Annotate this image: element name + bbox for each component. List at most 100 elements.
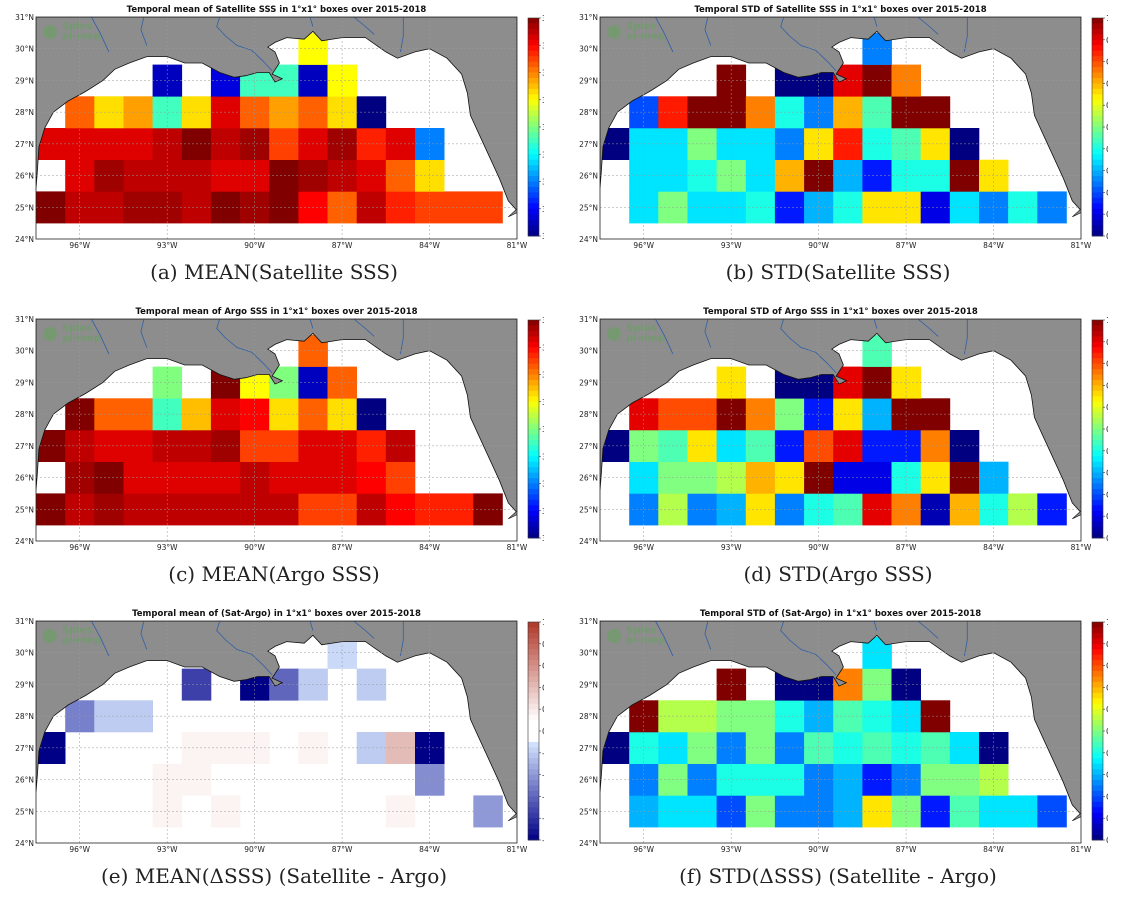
colorbar-segment — [528, 369, 539, 375]
colorbar-segment — [1092, 214, 1103, 221]
colorbar-segment — [528, 110, 539, 117]
colorbar-tick-label: -0.6 — [542, 792, 544, 801]
colorbar-segment — [528, 763, 539, 770]
colorbar-segment — [1092, 703, 1103, 710]
y-tick-label: 29°N — [579, 680, 598, 689]
x-tick-label: 93°W — [157, 241, 178, 250]
colorbar-segment — [1092, 219, 1103, 226]
colorbar-segment — [528, 56, 539, 62]
colorbar-segment — [1092, 676, 1103, 683]
colorbar-tick-label: 34.8 — [542, 534, 544, 543]
colorbar-segment — [1092, 709, 1103, 716]
colorbar-segment — [528, 785, 539, 792]
panel-caption: (f) STD(ΔSSS) (Satellite - Argo) — [679, 864, 997, 888]
logo-icon — [43, 629, 57, 643]
y-tick-label: 30°N — [579, 649, 598, 658]
colorbar-segment — [528, 219, 539, 226]
colorbar-segment — [1092, 407, 1103, 414]
colorbar-segment — [1092, 714, 1103, 721]
map-panel: Temporal mean of Satellite SSS in 1°x1° … — [4, 2, 544, 290]
x-tick-label: 87°W — [896, 241, 917, 250]
colorbar-segment — [528, 807, 539, 814]
colorbar-segment — [528, 450, 539, 457]
y-tick-label: 31°N — [15, 13, 34, 22]
river-line — [704, 319, 712, 348]
watermark-top: Spies — [62, 323, 93, 334]
colorbar-segment — [528, 818, 539, 825]
colorbar-segment — [1092, 72, 1103, 79]
colorbar-segment — [1092, 50, 1103, 57]
colorbar-segment — [528, 116, 539, 122]
colorbar-segment — [1092, 165, 1103, 171]
colorbar-tick-label: 35.4 — [542, 150, 544, 159]
x-tick-label: 81°W — [507, 543, 528, 552]
colorbar-segment — [1092, 790, 1103, 797]
colorbar-tick-label: 36.2 — [542, 41, 544, 50]
colorbar-tick-label: 1 — [1106, 14, 1108, 23]
map-frame — [35, 620, 518, 844]
river-line — [140, 621, 148, 650]
river-line — [353, 17, 375, 35]
colorbar-segment — [1092, 632, 1103, 639]
colorbar-tick-label: 0.5 — [1106, 425, 1108, 434]
colorbar-segment — [528, 780, 539, 786]
colorbar-segment — [528, 660, 539, 666]
florida-keys — [1072, 811, 1081, 822]
colorbar-tick-label: 0.3 — [1106, 771, 1108, 780]
colorbar-tick-label: 0.1 — [1106, 210, 1108, 219]
colorbar-segment — [528, 698, 539, 705]
heatmap-svg: Temporal mean of Satellite SSS in 1°x1° … — [15, 5, 544, 250]
y-tick-label: 25°N — [15, 203, 34, 212]
colorbar-segment — [1092, 203, 1103, 210]
colorbar-tick-label: 35.2 — [542, 480, 544, 489]
y-tick-label: 29°N — [579, 378, 598, 387]
land-mass — [36, 17, 517, 212]
watermark-top: Spies — [62, 21, 93, 32]
colorbar-segment — [1092, 654, 1103, 661]
colorbar-segment — [1092, 456, 1103, 463]
colorbar-segment — [1092, 412, 1103, 419]
river-line — [704, 17, 712, 46]
x-tick-label: 84°W — [419, 845, 440, 854]
colorbar-segment — [528, 801, 539, 808]
colorbar-segment — [528, 747, 539, 754]
map-frame — [599, 318, 1082, 542]
y-tick-label: 30°N — [15, 649, 34, 658]
colorbar-segment — [528, 483, 539, 490]
y-tick-label: 24°N — [579, 537, 598, 546]
y-tick-label: 28°N — [15, 712, 34, 721]
y-tick-label: 28°N — [579, 410, 598, 419]
panel-caption: (a) MEAN(Satellite SSS) — [150, 260, 398, 284]
colorbar-tick-label: 36.2 — [542, 343, 544, 352]
map-panel: Temporal STD of Satellite SSS in 1°x1° b… — [568, 2, 1108, 290]
colorbar-segment — [1092, 643, 1103, 650]
colorbar-segment — [1092, 638, 1103, 645]
y-tick-label: 24°N — [579, 235, 598, 244]
river-line — [140, 319, 148, 348]
colorbar-segment — [1092, 834, 1103, 841]
colorbar-segment — [528, 709, 539, 716]
y-tick-label: 31°N — [579, 13, 598, 22]
river-line — [353, 621, 375, 639]
colorbar-segment — [1092, 121, 1103, 128]
land-mass — [600, 17, 1081, 212]
colorbar-segment — [1092, 725, 1103, 732]
y-tick-label: 29°N — [15, 378, 34, 387]
y-tick-label: 31°N — [579, 315, 598, 324]
colorbar-segment — [1092, 758, 1103, 765]
river-line — [91, 621, 110, 657]
colorbar-segment — [1092, 61, 1103, 68]
colorbar-tick-label: 35.6 — [542, 123, 544, 132]
river-line — [873, 621, 878, 631]
land-mass — [600, 319, 1081, 514]
x-tick-label: 87°W — [896, 845, 917, 854]
colorbar-segment — [528, 638, 539, 645]
river-line — [216, 621, 273, 676]
colorbar-segment — [528, 154, 539, 161]
colorbar-segment — [1092, 83, 1103, 90]
colorbar-segment — [1092, 731, 1103, 737]
colorbar-segment — [528, 741, 539, 748]
colorbar-segment — [1092, 330, 1103, 337]
colorbar-segment — [528, 61, 539, 68]
watermark-logo: pi-mep — [626, 31, 665, 42]
